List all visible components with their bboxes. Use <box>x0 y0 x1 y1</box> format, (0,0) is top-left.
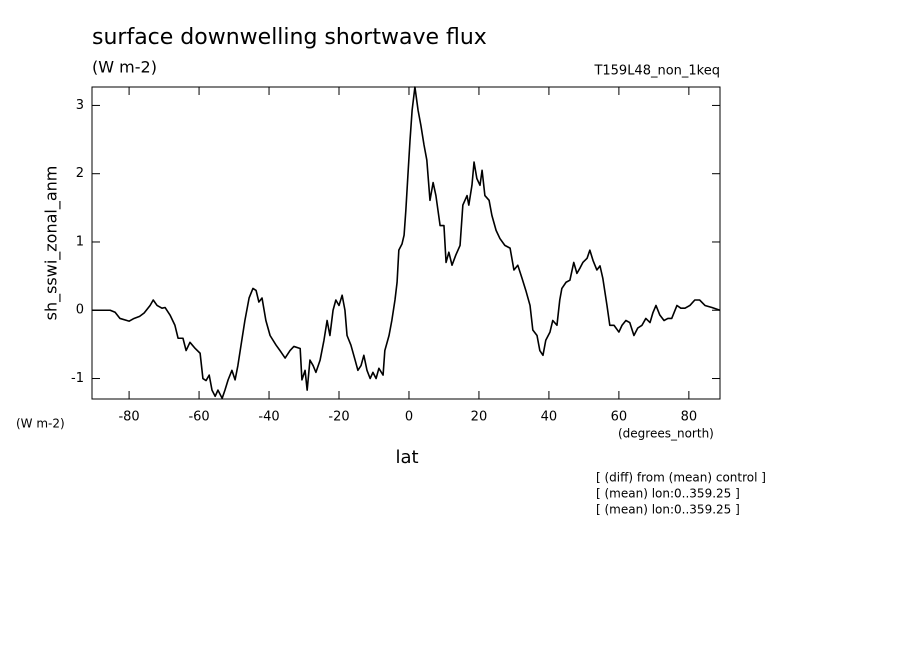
y-tick-label: 1 <box>76 234 84 249</box>
y-tick-label: -1 <box>71 371 84 386</box>
y-tick-label: 3 <box>76 98 84 113</box>
annotation: [ (diff) from (mean) control ] <box>596 471 766 485</box>
x-tick-label: 0 <box>405 410 413 425</box>
chart-title: surface downwelling shortwave flux <box>92 25 487 50</box>
x-tick-label: 60 <box>611 410 628 425</box>
y-units: (W m-2) <box>16 417 65 431</box>
x-tick-label: -80 <box>118 410 139 425</box>
chart-subtitle: (W m-2) <box>92 58 157 77</box>
run-label: T159L48_non_1keq <box>593 64 720 79</box>
annotation: [ (mean) lon:0..359.25 ] <box>596 503 740 517</box>
y-tick-label: 2 <box>76 166 84 181</box>
y-axis-label: sh_sswi_zonal_anm <box>42 166 62 321</box>
x-tick-label: -40 <box>258 410 279 425</box>
x-tick-label: 40 <box>541 410 558 425</box>
x-tick-label: -20 <box>328 410 349 425</box>
data-line <box>92 86 721 400</box>
x-tick-label: 20 <box>471 410 488 425</box>
x-axis-label: lat <box>395 447 418 468</box>
x-tick-label: 80 <box>681 410 698 425</box>
annotation: [ (mean) lon:0..359.25 ] <box>596 487 740 501</box>
plot-frame <box>91 86 721 400</box>
x-tick-label: -60 <box>188 410 209 425</box>
y-tick-label: 0 <box>76 303 84 318</box>
x-units: (degrees_north) <box>618 427 714 441</box>
